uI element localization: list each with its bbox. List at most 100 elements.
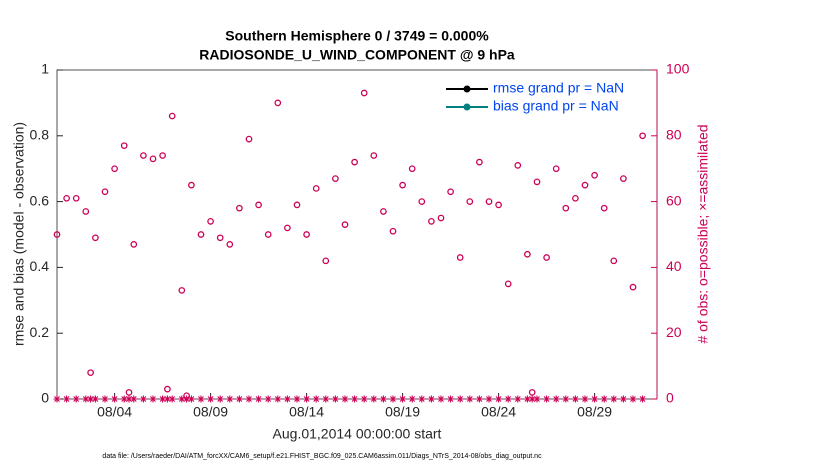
assimilated-marker	[475, 395, 483, 403]
assimilated-marker	[552, 395, 560, 403]
x-tick-label: 08/24	[481, 404, 516, 420]
possible-marker	[149, 155, 157, 163]
possible-marker	[53, 231, 61, 238]
possible-marker	[63, 194, 70, 202]
possible-marker	[226, 241, 234, 248]
y-tick-label: 0.8	[30, 127, 50, 143]
assimilated-marker	[82, 395, 90, 403]
possible-marker	[447, 188, 454, 196]
possible-marker	[264, 231, 272, 238]
y2-tick-label: 100	[666, 61, 690, 77]
assimilated-marker	[437, 395, 445, 403]
possible-marker	[495, 201, 502, 209]
possible-marker	[322, 257, 330, 265]
possible-marker	[591, 171, 598, 179]
assimilated-marker	[101, 395, 109, 403]
assimilated-marker	[600, 395, 608, 403]
assimilated-marker	[120, 395, 128, 403]
assimilated-marker	[235, 395, 243, 403]
possible-marker	[255, 201, 262, 209]
assimilated-marker	[168, 395, 176, 403]
assimilated-marker	[159, 395, 167, 403]
legend-label: bias grand pr = NaN	[493, 98, 619, 114]
y2-axis-label: # of obs: o=possible; ×=assimilated	[695, 124, 711, 343]
possible-marker	[528, 389, 536, 396]
y2-tick-label: 80	[666, 127, 682, 143]
assimilated-marker	[322, 395, 330, 403]
possible-marker	[418, 198, 426, 205]
assimilated-marker	[639, 395, 647, 403]
possible-marker	[178, 287, 186, 294]
possible-marker	[514, 162, 522, 169]
possible-marker	[284, 224, 291, 232]
assimilated-marker	[408, 395, 416, 403]
possible-marker	[111, 165, 118, 173]
assimilated-marker	[331, 395, 339, 403]
possible-marker	[188, 181, 195, 189]
possible-marker	[303, 231, 310, 238]
possible-marker	[581, 181, 589, 189]
possible-marker	[629, 283, 637, 291]
assimilated-marker	[207, 395, 215, 403]
possible-marker	[600, 204, 608, 212]
assimilated-marker	[533, 395, 541, 403]
possible-marker	[610, 257, 618, 265]
assimilated-marker	[341, 395, 349, 403]
possible-marker	[140, 152, 147, 159]
y-tick-label: 1	[41, 61, 49, 77]
possible-marker	[485, 198, 493, 205]
x-tick-label: 08/14	[289, 404, 324, 420]
assimilated-marker	[149, 395, 157, 403]
possible-marker	[533, 178, 541, 186]
assimilated-marker	[418, 395, 426, 403]
y2-tick-label: 40	[666, 258, 682, 274]
assimilated-marker	[504, 395, 512, 403]
chart-title: Southern Hemisphere 0 / 3749 = 0.000%	[225, 28, 489, 44]
possible-marker	[620, 175, 627, 182]
possible-marker	[504, 280, 512, 288]
possible-marker	[389, 227, 397, 235]
possible-marker	[476, 158, 483, 166]
y-axis-label: rmse and bias (model - observation)	[11, 122, 27, 346]
possible-marker	[428, 217, 435, 225]
y2-tick-label: 20	[666, 324, 682, 340]
assimilated-marker	[389, 395, 397, 403]
assimilated-marker	[303, 395, 311, 403]
plot-frame	[56, 69, 658, 400]
possible-marker	[120, 142, 128, 150]
y-tick-label: 0.6	[30, 192, 50, 208]
assimilated-marker	[495, 395, 503, 403]
assimilated-marker	[283, 395, 291, 403]
assimilated-marker	[523, 395, 531, 403]
assimilated-marker	[226, 395, 234, 403]
assimilated-marker	[216, 395, 224, 403]
possible-marker	[159, 152, 166, 159]
possible-marker	[408, 165, 416, 173]
y-tick-label: 0.2	[30, 324, 50, 340]
assimilated-marker	[456, 395, 464, 403]
possible-marker	[216, 234, 224, 242]
assimilated-marker	[543, 395, 551, 403]
assimilated-marker	[399, 395, 407, 403]
possible-marker	[125, 389, 133, 396]
assimilated-marker	[255, 395, 263, 403]
x-tick-label: 08/09	[193, 404, 228, 420]
possible-marker	[164, 385, 171, 393]
assimilated-marker	[264, 395, 272, 403]
possible-marker	[130, 241, 138, 248]
possible-marker	[380, 208, 387, 215]
possible-marker	[639, 132, 646, 140]
assimilated-marker	[514, 395, 522, 403]
assimilated-marker	[178, 395, 186, 403]
assimilated-marker	[379, 395, 387, 403]
assimilated-marker	[427, 395, 435, 403]
possible-marker	[341, 221, 349, 228]
assimilated-marker	[163, 395, 171, 403]
y-tick-label: 0.4	[30, 258, 50, 274]
possible-marker	[351, 158, 358, 166]
assimilated-marker	[562, 395, 570, 403]
possible-marker	[92, 234, 99, 242]
possible-marker	[312, 185, 320, 192]
y-tick-label: 0	[41, 390, 49, 406]
